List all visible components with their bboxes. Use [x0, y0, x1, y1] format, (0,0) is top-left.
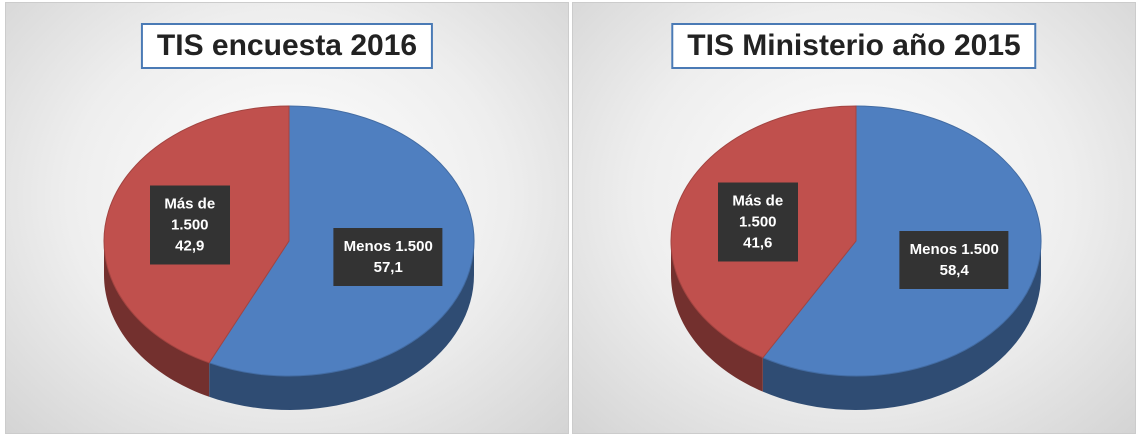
- data-label-category: Menos 1.500: [909, 241, 999, 259]
- pie-slice-side: [762, 241, 1041, 410]
- data-label: Menos 1.500 58,4: [899, 231, 1009, 290]
- data-label: Menos 1.500 57,1: [333, 228, 443, 287]
- pie-chart: [670, 105, 1042, 410]
- data-label-value: 41,6: [743, 234, 773, 252]
- data-label-value: 42,9: [175, 237, 205, 255]
- pie-chart: [103, 105, 475, 410]
- data-label-category: Más de 1.500: [732, 192, 784, 231]
- chart-title: TIS encuesta 2016: [140, 23, 434, 69]
- chart-title: TIS Ministerio año 2015: [671, 23, 1037, 69]
- data-label: Más de 1.500 42,9: [149, 185, 230, 265]
- chart-panel: TIS encuesta 2016 Menos 1.500 57,1 Más de 1…: [5, 2, 569, 434]
- data-label-value: 58,4: [939, 262, 969, 280]
- chart-panel: TIS Ministerio año 2015 Menos 1.500 58,4 Má…: [572, 2, 1136, 434]
- data-label: Más de 1.500 41,6: [717, 182, 798, 262]
- data-label-category: Menos 1.500: [343, 238, 433, 256]
- pie-slice-side: [104, 241, 210, 397]
- data-label-value: 57,1: [373, 259, 403, 277]
- data-label-category: Más de 1.500: [164, 195, 216, 234]
- pie-slice-side: [209, 241, 474, 410]
- pie-slice-side: [671, 241, 763, 392]
